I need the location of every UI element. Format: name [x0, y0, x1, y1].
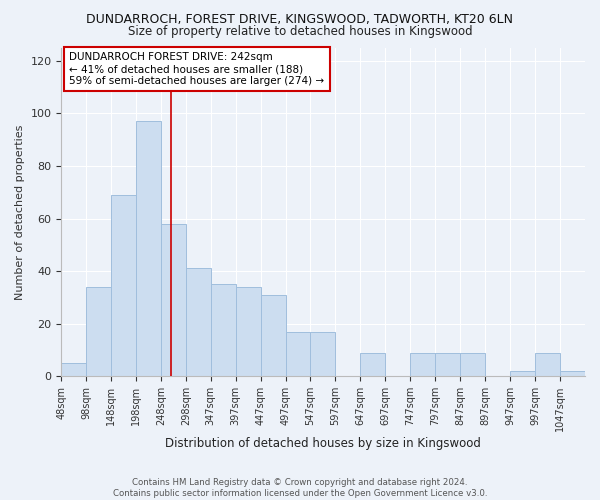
Bar — [286, 332, 310, 376]
Bar — [560, 371, 585, 376]
Bar — [410, 352, 435, 376]
Text: Size of property relative to detached houses in Kingswood: Size of property relative to detached ho… — [128, 25, 472, 38]
Bar — [310, 332, 335, 376]
Text: DUNDARROCH, FOREST DRIVE, KINGSWOOD, TADWORTH, KT20 6LN: DUNDARROCH, FOREST DRIVE, KINGSWOOD, TAD… — [86, 12, 514, 26]
Bar — [161, 224, 186, 376]
Bar — [435, 352, 460, 376]
Bar — [112, 195, 136, 376]
Text: DUNDARROCH FOREST DRIVE: 242sqm
← 41% of detached houses are smaller (188)
59% o: DUNDARROCH FOREST DRIVE: 242sqm ← 41% of… — [69, 52, 325, 86]
X-axis label: Distribution of detached houses by size in Kingswood: Distribution of detached houses by size … — [165, 437, 481, 450]
Bar — [236, 287, 260, 376]
Bar — [535, 352, 560, 376]
Text: Contains HM Land Registry data © Crown copyright and database right 2024.
Contai: Contains HM Land Registry data © Crown c… — [113, 478, 487, 498]
Bar — [86, 287, 112, 376]
Bar — [136, 121, 161, 376]
Bar — [61, 363, 86, 376]
Bar — [260, 295, 286, 376]
Bar — [460, 352, 485, 376]
Bar — [361, 352, 385, 376]
Bar — [211, 284, 236, 376]
Bar — [186, 268, 211, 376]
Y-axis label: Number of detached properties: Number of detached properties — [15, 124, 25, 300]
Bar — [510, 371, 535, 376]
